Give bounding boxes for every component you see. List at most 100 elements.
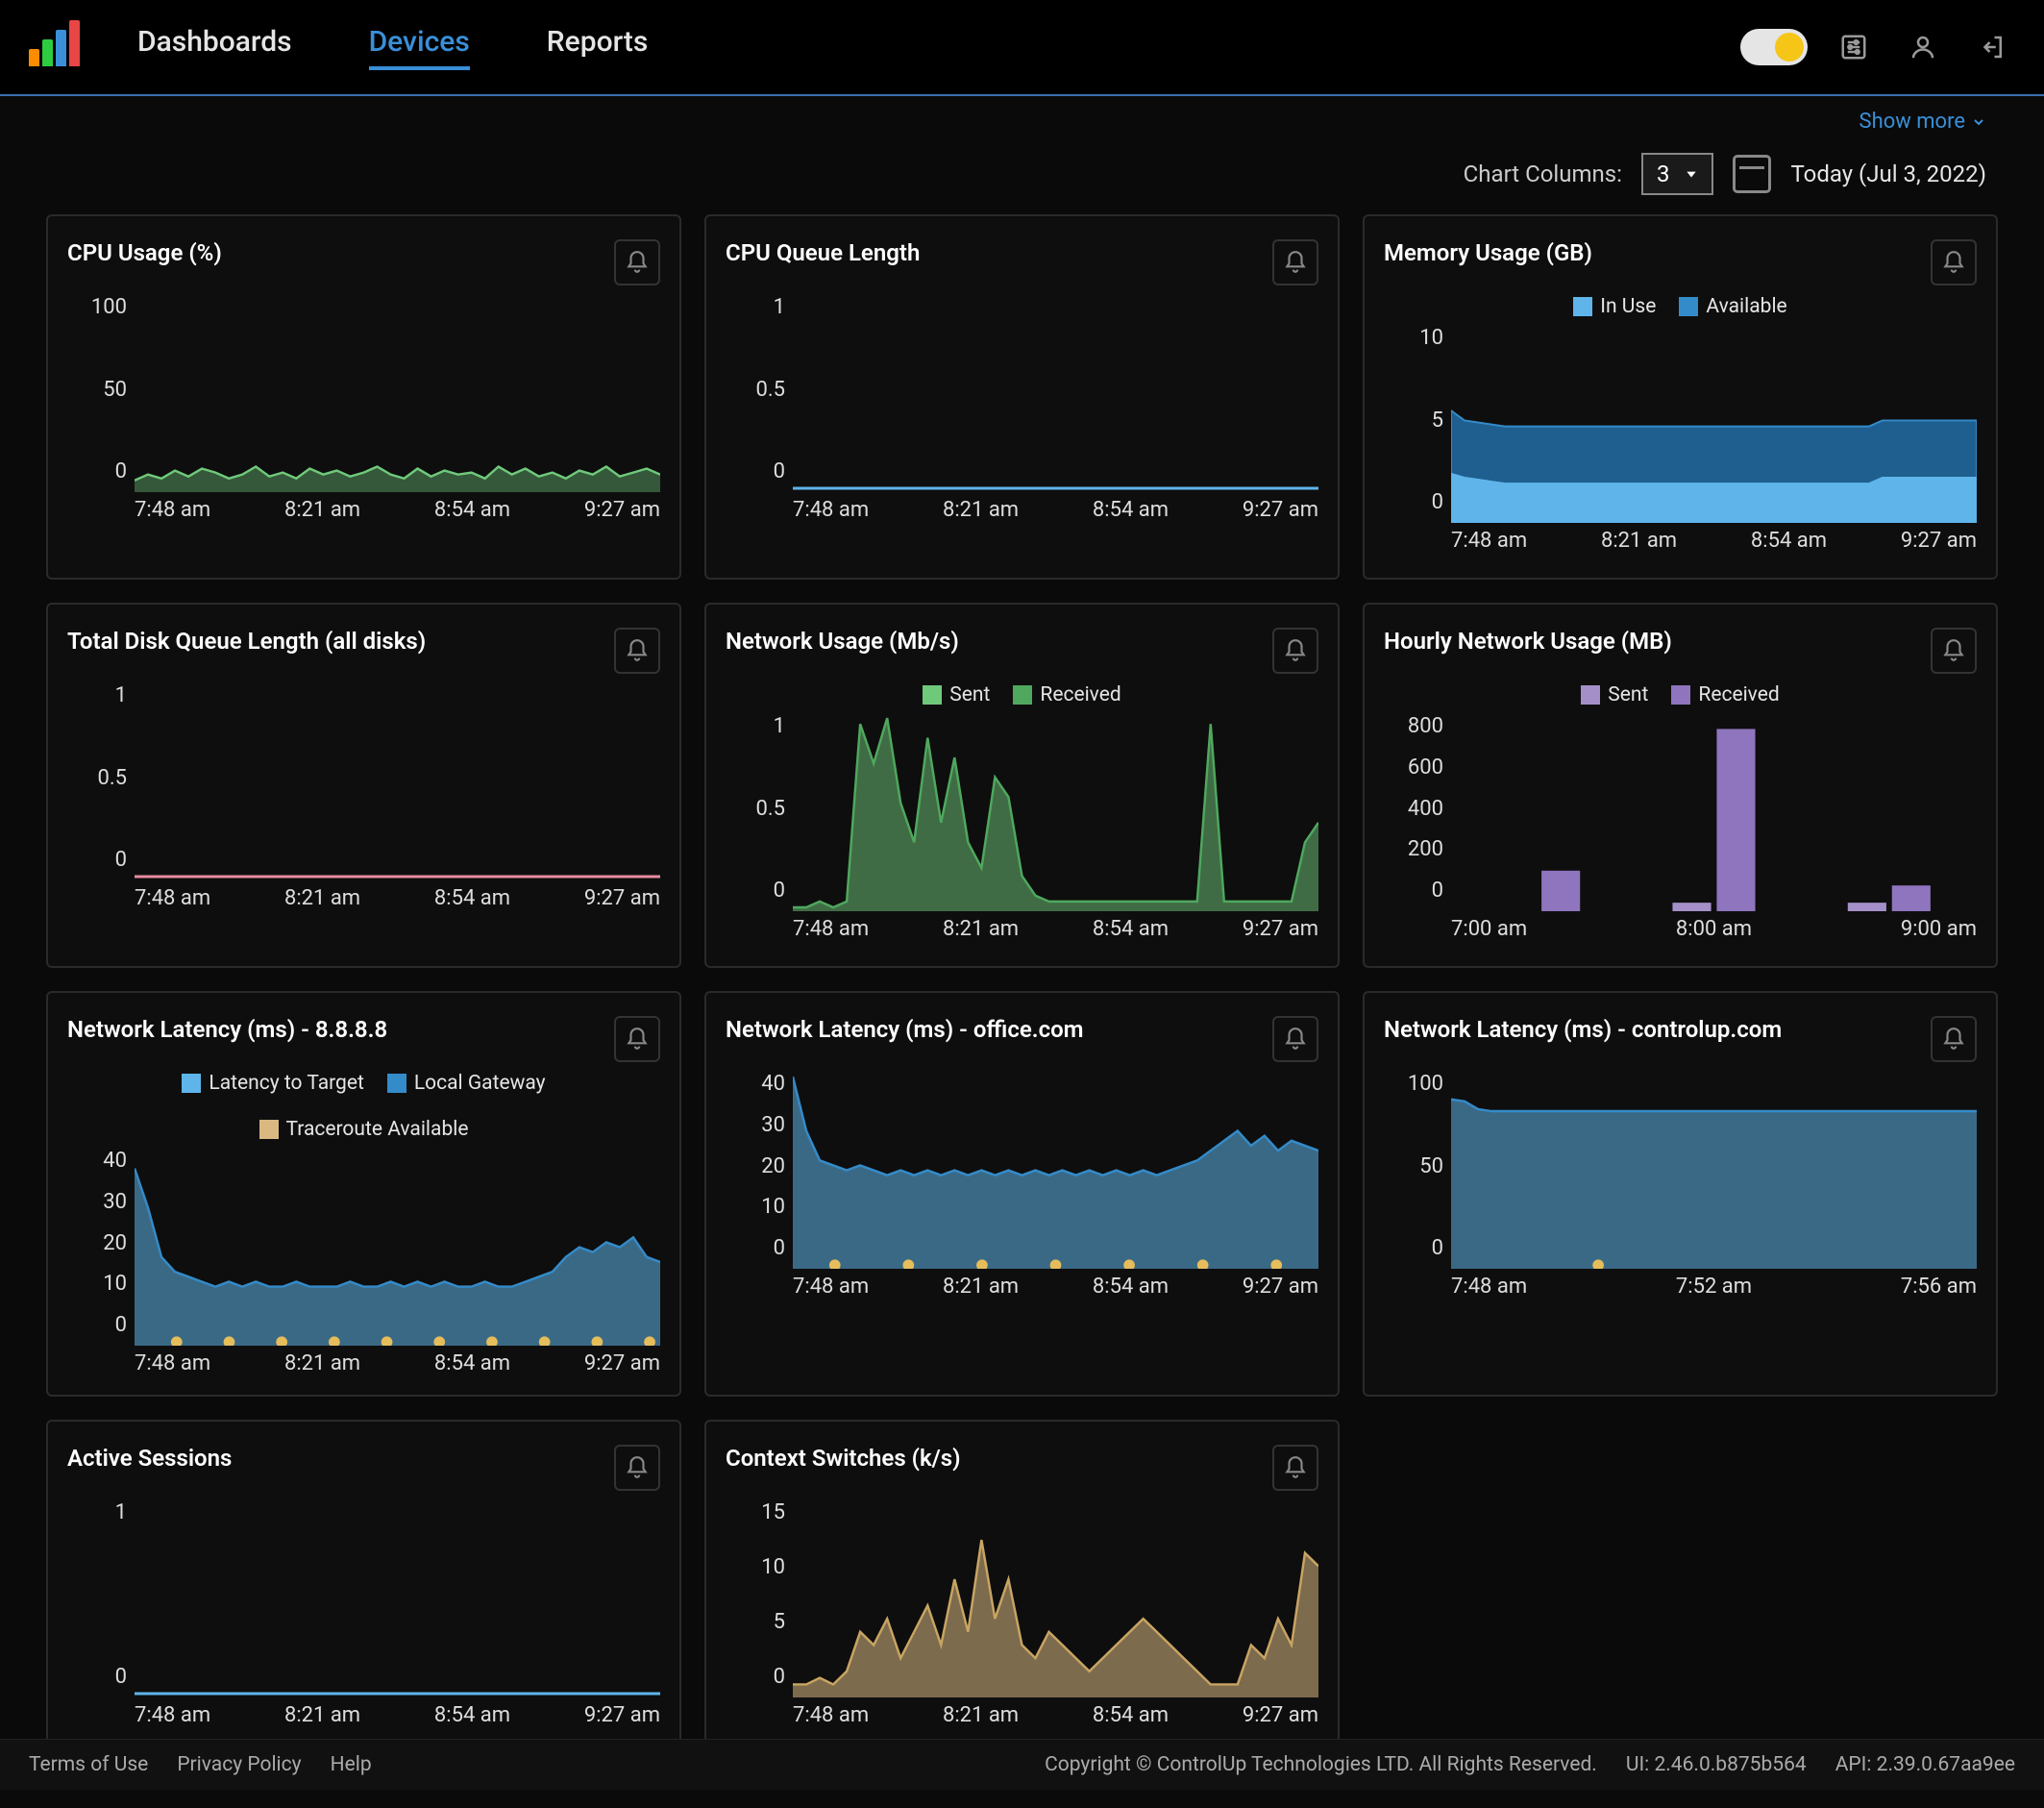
y-axis-labels: 10.50: [726, 295, 793, 483]
legend-item: In Use: [1573, 295, 1656, 318]
chart-card-memory: Memory Usage (GB) In Use Available 1050 7…: [1363, 214, 1998, 580]
chart-svg: [1451, 1072, 1977, 1269]
chart-card-lat-8888: Network Latency (ms) - 8.8.8.8 Latency t…: [46, 991, 681, 1397]
alert-bell-icon[interactable]: [1931, 628, 1977, 674]
alert-bell-icon[interactable]: [1272, 1445, 1318, 1491]
chevron-down-icon: [1971, 114, 1986, 130]
calendar-icon[interactable]: [1733, 155, 1771, 193]
y-axis-labels: 10: [67, 1500, 135, 1689]
chart-svg: [793, 1072, 1318, 1269]
chart-toolbar: Chart Columns: 3 Today (Jul 3, 2022): [0, 134, 2044, 214]
x-axis-labels: 7:48 am8:21 am8:54 am9:27 am: [726, 911, 1318, 941]
chart-body: 8006004002000 7:00 am8:00 am9:00 am: [1384, 714, 1977, 941]
logout-icon[interactable]: [1969, 24, 2015, 70]
chart-body: 100500 7:48 am7:52 am7:56 am: [1384, 1072, 1977, 1299]
chart-title: Context Switches (k/s): [726, 1445, 961, 1472]
chart-title: CPU Queue Length: [726, 239, 920, 266]
chart-svg: [135, 683, 660, 880]
chart-card-cpu-queue: CPU Queue Length 10.50 7:48 am8:21 am8:5…: [704, 214, 1340, 580]
alert-bell-icon[interactable]: [1272, 1016, 1318, 1062]
x-axis-labels: 7:48 am8:21 am8:54 am9:27 am: [726, 1697, 1318, 1727]
show-more-label: Show more: [1859, 110, 1965, 134]
chart-body: 10 7:48 am8:21 am8:54 am9:27 am: [67, 1500, 660, 1727]
footer-terms[interactable]: Terms of Use: [29, 1753, 148, 1776]
nav-devices[interactable]: Devices: [369, 25, 470, 70]
y-axis-labels: 100500: [1384, 1072, 1451, 1260]
chart-body: 10.50 7:48 am8:21 am8:54 am9:27 am: [726, 714, 1318, 941]
chart-body: 403020100 7:48 am8:21 am8:54 am9:27 am: [726, 1072, 1318, 1299]
x-axis-labels: 7:48 am8:21 am8:54 am9:27 am: [726, 1269, 1318, 1299]
legend-item: Received: [1671, 683, 1779, 706]
legend-item: Latency to Target: [182, 1072, 363, 1095]
subheader: Show more: [0, 96, 2044, 134]
footer: Terms of Use Privacy Policy Help Copyrig…: [0, 1739, 2044, 1790]
logo: [29, 28, 80, 66]
chart-title: Active Sessions: [67, 1445, 232, 1472]
chart-card-lat-ctrlup: Network Latency (ms) - controlup.com 100…: [1363, 991, 1998, 1397]
chart-card-lat-office: Network Latency (ms) - office.com 403020…: [704, 991, 1340, 1397]
chart-cols-value: 3: [1657, 161, 1670, 187]
chart-svg: [793, 1500, 1318, 1697]
chevron-down-icon: [1685, 167, 1698, 181]
footer-privacy[interactable]: Privacy Policy: [177, 1753, 301, 1776]
chart-title: Memory Usage (GB): [1384, 239, 1592, 266]
footer-copyright: Copyright © ControlUp Technologies LTD. …: [1045, 1753, 1597, 1776]
chart-legend: SentReceived: [726, 683, 1318, 706]
alert-bell-icon[interactable]: [614, 628, 660, 674]
alert-bell-icon[interactable]: [1931, 1016, 1977, 1062]
chart-body: 10.50 7:48 am8:21 am8:54 am9:27 am: [67, 683, 660, 910]
legend-item: Available: [1679, 295, 1786, 318]
chart-title: Hourly Network Usage (MB): [1384, 628, 1672, 655]
alert-bell-icon[interactable]: [614, 1016, 660, 1062]
alert-bell-icon[interactable]: [1272, 239, 1318, 285]
footer-help[interactable]: Help: [331, 1753, 372, 1776]
chart-title: Network Latency (ms) - 8.8.8.8: [67, 1016, 387, 1043]
chart-body: 100500 7:48 am8:21 am8:54 am9:27 am: [67, 295, 660, 522]
chart-svg: [1451, 714, 1977, 911]
chart-title: Network Latency (ms) - controlup.com: [1384, 1016, 1782, 1043]
nav: Dashboards Devices Reports: [137, 25, 648, 70]
top-navbar: Dashboards Devices Reports: [0, 0, 2044, 96]
nav-dashboards[interactable]: Dashboards: [137, 25, 292, 70]
y-axis-labels: 403020100: [726, 1072, 793, 1260]
chart-svg: [793, 295, 1318, 492]
nav-reports[interactable]: Reports: [547, 25, 649, 70]
y-axis-labels: 403020100: [67, 1149, 135, 1337]
settings-icon[interactable]: [1831, 24, 1877, 70]
chart-card-net-usage: Network Usage (Mb/s) SentReceived 10.50 …: [704, 603, 1340, 968]
chart-cols-select[interactable]: 3: [1641, 153, 1714, 195]
footer-api-version: API: 2.39.0.67aa9ee: [1835, 1753, 2015, 1776]
show-more-link[interactable]: Show more: [1859, 110, 1986, 134]
x-axis-labels: 7:48 am7:52 am7:56 am: [1384, 1269, 1977, 1299]
x-axis-labels: 7:48 am8:21 am8:54 am9:27 am: [67, 492, 660, 522]
theme-toggle[interactable]: [1740, 29, 1808, 65]
y-axis-labels: 1050: [1384, 326, 1451, 514]
x-axis-labels: 7:48 am8:21 am8:54 am9:27 am: [67, 1346, 660, 1375]
x-axis-labels: 7:48 am8:21 am8:54 am9:27 am: [67, 1697, 660, 1727]
chart-body: 151050 7:48 am8:21 am8:54 am9:27 am: [726, 1500, 1318, 1727]
x-axis-labels: 7:48 am8:21 am8:54 am9:27 am: [67, 880, 660, 910]
chart-cols-label: Chart Columns:: [1464, 161, 1622, 187]
alert-bell-icon[interactable]: [614, 1445, 660, 1491]
x-axis-labels: 7:48 am8:21 am8:54 am9:27 am: [1384, 523, 1977, 553]
chart-svg: [793, 714, 1318, 911]
charts-grid: CPU Usage (%) 100500 7:48 am8:21 am8:54 …: [0, 214, 2044, 1808]
chart-card-cpu-usage: CPU Usage (%) 100500 7:48 am8:21 am8:54 …: [46, 214, 681, 580]
chart-title: Network Latency (ms) - office.com: [726, 1016, 1084, 1043]
chart-card-hourly-net: Hourly Network Usage (MB) Sent Received 8…: [1363, 603, 1998, 968]
user-icon[interactable]: [1900, 24, 1946, 70]
date-range-label: Today (Jul 3, 2022): [1790, 161, 1986, 187]
chart-svg: [135, 1149, 660, 1346]
alert-bell-icon[interactable]: [614, 239, 660, 285]
chart-legend: In Use Available: [1384, 295, 1977, 318]
alert-bell-icon[interactable]: [1272, 628, 1318, 674]
chart-svg: [135, 1500, 660, 1697]
x-axis-labels: 7:48 am8:21 am8:54 am9:27 am: [726, 492, 1318, 522]
x-axis-labels: 7:00 am8:00 am9:00 am: [1384, 911, 1977, 941]
y-axis-labels: 10.50: [726, 714, 793, 903]
y-axis-labels: 100500: [67, 295, 135, 483]
alert-bell-icon[interactable]: [1931, 239, 1977, 285]
legend-item: Sent: [1581, 683, 1648, 706]
chart-card-disk-queue: Total Disk Queue Length (all disks) 10.5…: [46, 603, 681, 968]
legend-item: Sent: [923, 683, 990, 706]
